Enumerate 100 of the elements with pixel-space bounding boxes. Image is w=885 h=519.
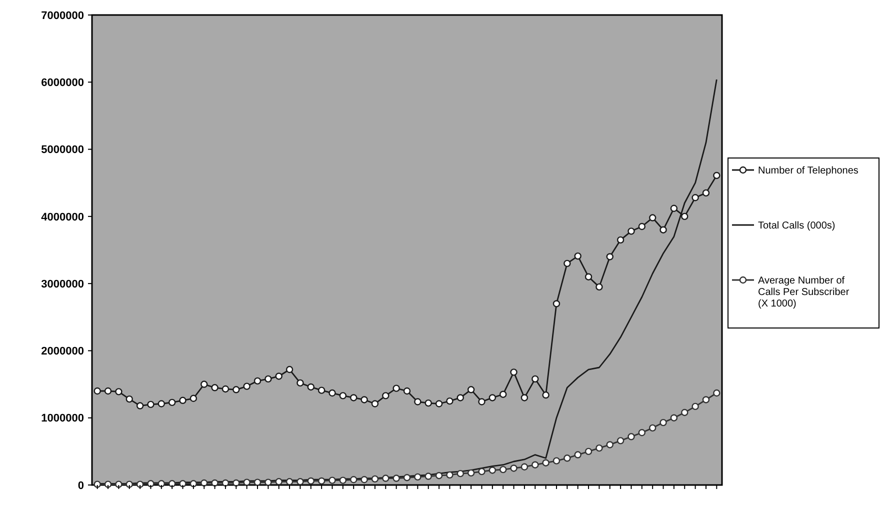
point [435, 400, 443, 408]
point [552, 457, 560, 464]
point [670, 204, 678, 212]
point [446, 397, 454, 405]
point [681, 212, 688, 220]
point [500, 390, 507, 398]
point [596, 444, 603, 452]
point [232, 479, 240, 487]
point [638, 222, 646, 230]
point [371, 400, 379, 408]
point [126, 480, 133, 488]
point [692, 402, 699, 410]
point [520, 394, 528, 402]
point [520, 463, 528, 470]
point [606, 253, 614, 260]
point [564, 260, 571, 268]
y-tick-label: 7000000 [41, 10, 84, 22]
point [478, 398, 486, 406]
point [403, 387, 411, 395]
point [328, 389, 336, 397]
point [403, 474, 411, 482]
point [371, 475, 379, 483]
y-tick-label: 0 [78, 480, 84, 492]
point [478, 468, 486, 476]
y-tick-label: 4000000 [41, 211, 84, 224]
point [222, 385, 230, 393]
point [702, 396, 710, 404]
point [94, 480, 101, 488]
point [467, 386, 475, 394]
point [328, 476, 336, 484]
point [692, 194, 699, 202]
point [488, 466, 496, 474]
point [510, 464, 518, 472]
point [628, 228, 635, 235]
y-tick-label: 6000000 [41, 76, 84, 89]
point [414, 473, 422, 481]
point [542, 459, 550, 466]
point [296, 478, 304, 486]
point [147, 480, 154, 488]
point [94, 387, 101, 395]
point [318, 477, 326, 485]
point [200, 479, 208, 487]
point [115, 388, 122, 396]
point [552, 300, 560, 308]
point [713, 172, 720, 180]
point [435, 472, 443, 480]
point [339, 392, 347, 400]
point [136, 480, 144, 488]
point [147, 400, 154, 408]
point [606, 441, 614, 448]
point [574, 451, 582, 458]
legend-label: Average Number of Calls Per Subscriber (X 1000) [758, 276, 850, 310]
legend-label: Number of Telephones [758, 166, 858, 176]
point [136, 402, 144, 410]
point [616, 437, 624, 444]
point [222, 479, 230, 487]
point [158, 400, 166, 408]
legend-label: Total Calls (000s) [758, 220, 836, 232]
point [392, 384, 400, 392]
point [104, 480, 112, 488]
point [254, 377, 262, 385]
point [115, 480, 122, 488]
point [681, 408, 688, 416]
point [424, 472, 432, 480]
point [350, 476, 358, 484]
point [350, 394, 358, 402]
point [286, 366, 294, 374]
point [286, 478, 294, 486]
point [564, 454, 571, 462]
point [467, 469, 475, 477]
point [179, 396, 186, 404]
point [275, 478, 282, 486]
point [243, 478, 250, 486]
point [456, 394, 464, 402]
point [510, 368, 518, 376]
point [542, 391, 550, 399]
point [584, 273, 592, 280]
point [275, 372, 282, 380]
point [382, 392, 390, 400]
point [660, 418, 667, 426]
point [243, 382, 250, 390]
point [190, 394, 198, 402]
point [339, 476, 347, 484]
point [584, 448, 592, 456]
y-tick-label: 3000000 [41, 278, 84, 290]
point [648, 424, 656, 432]
point [596, 283, 603, 291]
point [296, 379, 304, 387]
point [307, 383, 314, 391]
point [211, 384, 218, 392]
point [713, 389, 720, 397]
point [414, 398, 422, 406]
point [232, 386, 240, 394]
point [648, 214, 656, 222]
point [616, 236, 624, 244]
point [360, 396, 368, 404]
point [424, 399, 432, 407]
point [638, 429, 646, 436]
point [126, 395, 133, 403]
point [532, 375, 539, 383]
